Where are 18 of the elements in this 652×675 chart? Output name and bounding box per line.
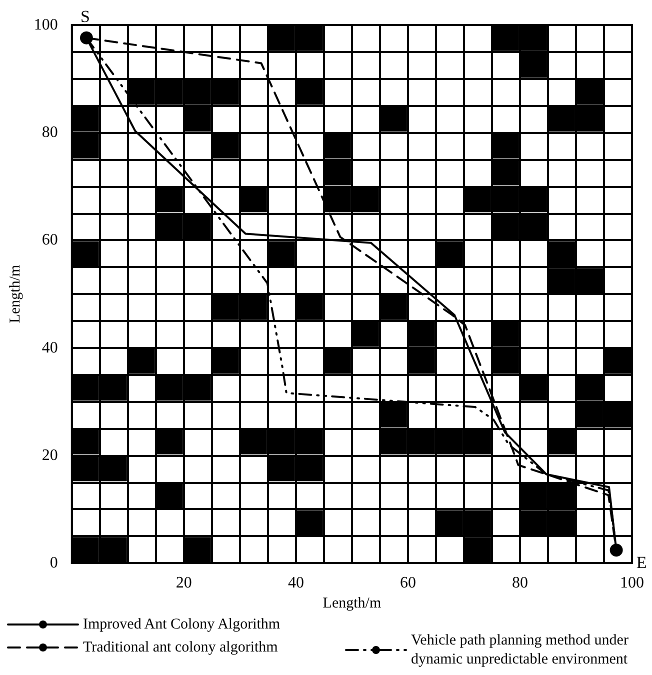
y-tick-label: 40 [42,339,58,356]
y-tick-label: 60 [42,232,58,249]
x-tick-label: 20 [176,574,192,592]
y-tick-label: 80 [42,124,58,142]
y-tick-label: 100 [34,16,58,34]
y-tick-label: 20 [42,446,58,464]
annotation: E [636,553,647,572]
y-tick-label: 0 [50,554,58,572]
x-tick-label: 100 [620,574,644,592]
x-axis-title: Length/m [322,595,382,612]
legend-label: Improved Ant Colony Algorithm [83,616,280,632]
x-tick-label: 60 [400,574,416,592]
x-tick-label: 40 [288,574,304,592]
x-tick-label: 80 [512,574,528,592]
legend-label: Vehicle path planning method under dynamic unpredictable environment [411,632,632,668]
annotation: S [80,6,90,26]
legend-label: Traditional ant colony algorithm [83,640,278,656]
y-axis-title: Length/m [8,264,24,324]
